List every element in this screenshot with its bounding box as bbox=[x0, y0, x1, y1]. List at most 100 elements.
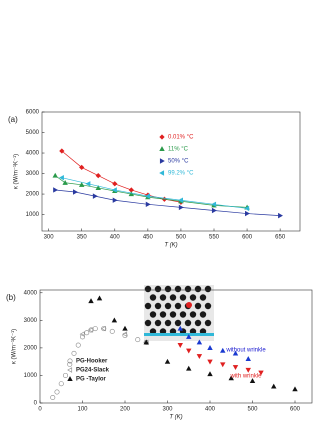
inset-hole bbox=[189, 294, 197, 301]
marker bbox=[75, 342, 81, 348]
legend-marker bbox=[67, 358, 73, 364]
marker bbox=[244, 205, 250, 212]
marker bbox=[62, 372, 68, 378]
marker bbox=[232, 365, 239, 370]
annotation: with wrinkle bbox=[229, 374, 262, 380]
legend-label: 11% °C bbox=[168, 147, 189, 153]
marker bbox=[186, 365, 192, 371]
marker bbox=[164, 358, 171, 364]
marker bbox=[228, 375, 234, 381]
marker bbox=[249, 378, 256, 384]
legend-marker bbox=[159, 170, 165, 176]
marker bbox=[122, 331, 128, 337]
x-tick-label: 400 bbox=[205, 407, 216, 413]
inset-hole bbox=[164, 285, 172, 293]
inset-hole bbox=[169, 311, 177, 318]
marker bbox=[111, 317, 118, 323]
marker bbox=[245, 210, 250, 217]
marker bbox=[73, 189, 78, 195]
marker bbox=[84, 330, 90, 336]
marker bbox=[88, 298, 94, 304]
marker bbox=[177, 325, 183, 331]
inset-hole bbox=[149, 294, 157, 301]
plot-frame bbox=[41, 111, 301, 232]
marker bbox=[292, 386, 298, 392]
panel-label: (a) bbox=[8, 115, 18, 124]
inset-hole bbox=[159, 311, 167, 318]
y-tick-label: 3000 bbox=[26, 171, 40, 177]
marker bbox=[178, 197, 183, 203]
marker bbox=[53, 187, 59, 193]
y-tick-label: 2000 bbox=[26, 192, 40, 198]
marker bbox=[92, 326, 98, 332]
marker bbox=[258, 370, 264, 376]
marker bbox=[92, 193, 98, 199]
inset-hole bbox=[199, 311, 207, 318]
annotation: without wrinkle bbox=[225, 348, 266, 354]
marker bbox=[232, 350, 239, 356]
marker bbox=[96, 295, 103, 301]
y-tick-label: 1000 bbox=[26, 212, 40, 218]
marker bbox=[145, 201, 151, 208]
marker bbox=[220, 347, 226, 353]
inset-hole bbox=[174, 285, 182, 293]
x-tick-label: 0 bbox=[38, 407, 42, 413]
marker bbox=[207, 371, 213, 377]
x-tick-label: 350 bbox=[77, 235, 88, 241]
marker bbox=[109, 328, 115, 334]
marker bbox=[196, 339, 203, 345]
x-tick-label: 500 bbox=[176, 235, 187, 241]
x-axis-label: T (K) bbox=[169, 415, 182, 421]
inset-hole bbox=[169, 294, 177, 301]
marker bbox=[196, 354, 203, 359]
marker bbox=[62, 179, 68, 185]
marker bbox=[85, 181, 91, 187]
legend-marker bbox=[159, 134, 165, 140]
inset-hole bbox=[194, 302, 202, 310]
inset-hole bbox=[154, 319, 162, 327]
inset-hole bbox=[184, 285, 192, 293]
marker bbox=[111, 187, 117, 193]
legend-marker bbox=[67, 367, 73, 373]
inset-hole bbox=[144, 302, 152, 310]
inset-hole bbox=[154, 285, 162, 293]
legend-label: 50% °C bbox=[168, 159, 189, 165]
inset-image bbox=[144, 285, 214, 341]
marker bbox=[54, 389, 60, 395]
marker bbox=[207, 345, 213, 350]
y-tick-label: 4000 bbox=[24, 290, 38, 296]
legend-marker bbox=[67, 376, 73, 382]
marker bbox=[79, 164, 85, 171]
marker bbox=[211, 207, 217, 214]
y-tick-label: 4000 bbox=[26, 151, 40, 157]
inset-hole bbox=[154, 302, 162, 310]
inset-hole bbox=[179, 294, 187, 301]
marker bbox=[186, 348, 192, 354]
marker bbox=[186, 334, 192, 339]
marker bbox=[145, 193, 150, 199]
marker bbox=[59, 148, 65, 154]
legend-label: 0.01% °C bbox=[168, 135, 194, 141]
fit-line bbox=[55, 175, 248, 208]
y-axis-label: κ (W/m⁻¹K⁻¹) bbox=[14, 154, 20, 189]
inset-hole bbox=[174, 319, 182, 327]
marker bbox=[128, 191, 135, 197]
legend-marker bbox=[159, 158, 165, 164]
inset-hole bbox=[194, 285, 202, 293]
inset-hole bbox=[204, 319, 212, 327]
marker bbox=[52, 172, 58, 178]
marker bbox=[278, 212, 283, 219]
marker bbox=[59, 174, 64, 181]
x-tick-label: 600 bbox=[290, 407, 301, 413]
x-tick-label: 450 bbox=[143, 235, 154, 241]
x-tick-label: 400 bbox=[110, 235, 121, 241]
x-tick-label: 550 bbox=[209, 235, 220, 241]
marker bbox=[50, 394, 56, 400]
marker bbox=[122, 325, 128, 331]
x-tick-label: 300 bbox=[44, 235, 55, 241]
marker bbox=[207, 359, 213, 365]
legend-label: PG -Taylor bbox=[76, 377, 107, 383]
marker bbox=[100, 325, 106, 332]
inset-hole bbox=[164, 302, 172, 310]
